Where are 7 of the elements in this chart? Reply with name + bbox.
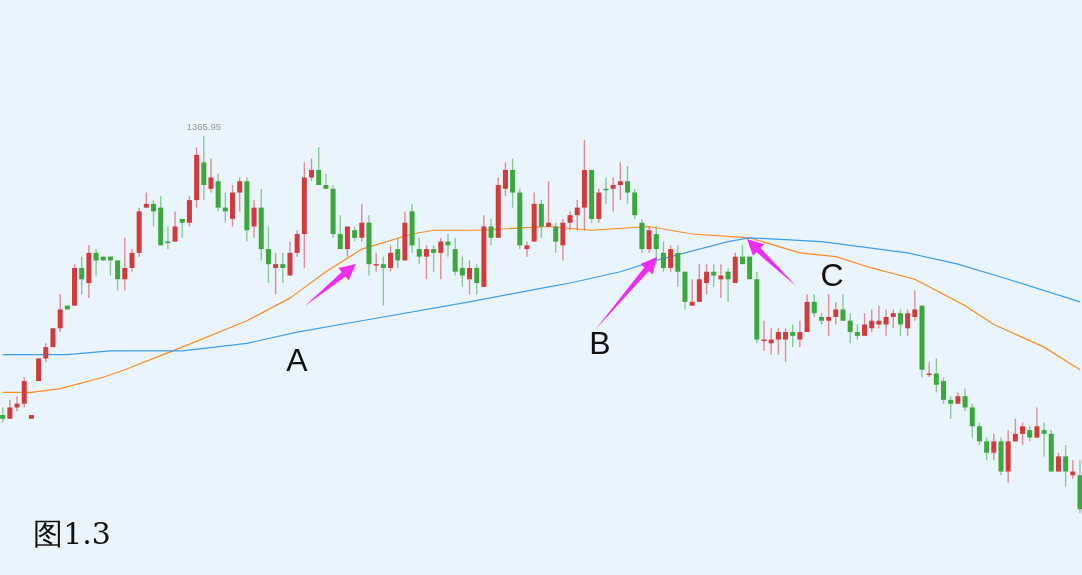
caption: 图1.3: [33, 516, 111, 551]
annotation: B: [589, 325, 611, 361]
annotation: A: [286, 342, 309, 378]
annotation: 1365.95: [186, 121, 221, 132]
candlestick: [524, 240, 530, 258]
annotation: C: [820, 257, 844, 293]
candlestick: [323, 173, 329, 190]
